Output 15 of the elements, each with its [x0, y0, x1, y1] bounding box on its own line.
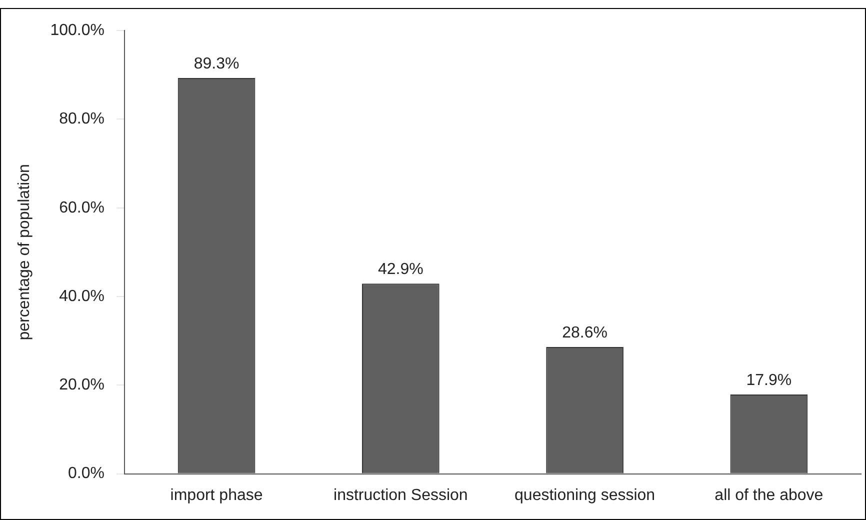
x-tick-label: import phase [170, 486, 263, 504]
y-tick-label: 100.0% [50, 22, 104, 40]
data-label: 42.9% [378, 261, 424, 278]
x-tick-label: instruction Session [334, 486, 468, 504]
x-tick-label: all of the above [714, 486, 824, 504]
data-label: 89.3% [194, 55, 240, 72]
y-axis-title: percentage of population [16, 164, 34, 340]
y-tick-label: 20.0% [59, 376, 104, 394]
x-tick-label: questioning session [514, 486, 656, 504]
y-tick-label: 80.0% [59, 110, 104, 128]
y-tick-label: 40.0% [59, 288, 104, 305]
y-tick-label: 60.0% [59, 199, 104, 216]
y-tick-label: 0.0% [68, 465, 104, 482]
data-label: 17.9% [746, 372, 792, 389]
data-label: 28.6% [562, 324, 608, 342]
